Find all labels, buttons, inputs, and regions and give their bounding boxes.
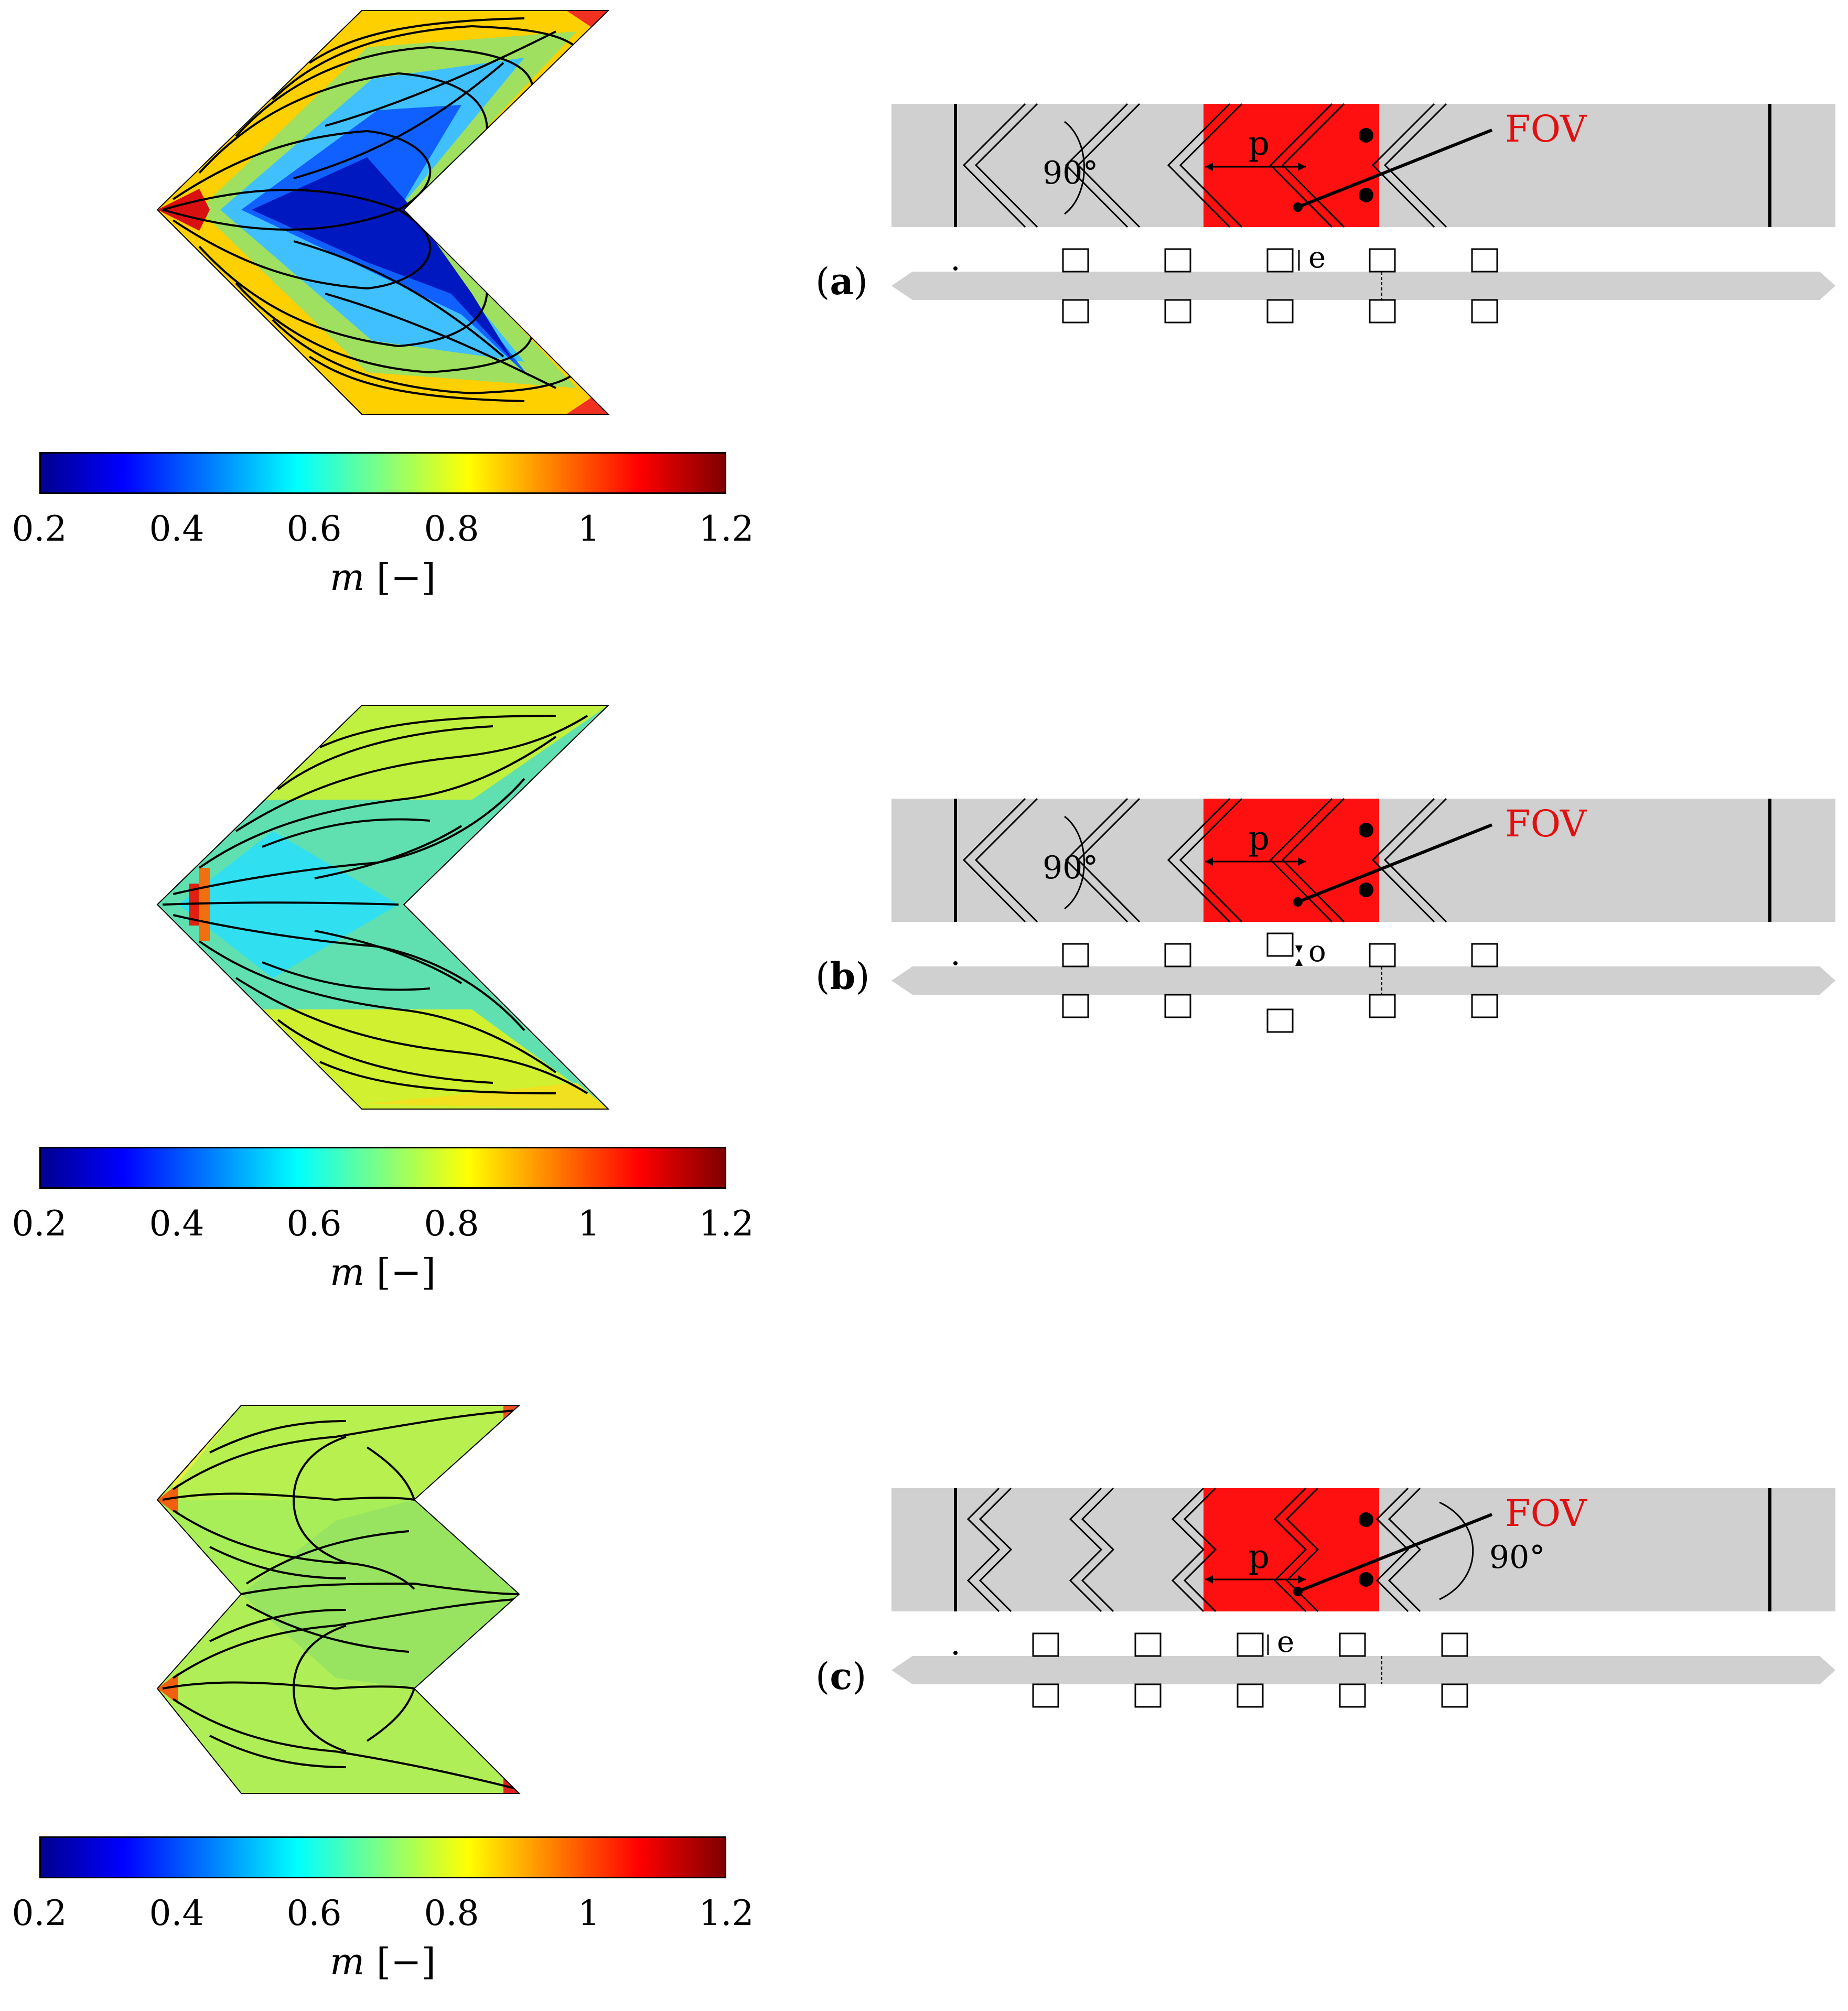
fov-region	[1204, 799, 1379, 922]
colorbar-tick: 0.8	[424, 1893, 479, 1933]
colorbar-tick: 0.8	[424, 509, 479, 549]
angle-label: 90°	[1043, 155, 1098, 191]
colorbar-tick: 0.4	[149, 1893, 205, 1933]
colorbar-unit: [−]	[376, 556, 436, 599]
panel-b: 0.2 0.4 0.6 0.8 1 1.2 m [−] (b) 90° p FO…	[0, 695, 1848, 1335]
colorbar-tick: 0.6	[286, 1203, 342, 1244]
pitch-label: p	[1248, 1537, 1270, 1576]
schematic-c: 90° p FOV e	[891, 1487, 1835, 1708]
colorbar-tick: 0.2	[12, 1893, 67, 1933]
colorbar-label: m [−]	[330, 556, 436, 599]
pitch-label: p	[1248, 124, 1270, 163]
colorbar-unit: [−]	[376, 1251, 436, 1294]
channel-side-view	[891, 966, 1835, 995]
gap-label: e	[1308, 241, 1326, 275]
fov-label: FOV	[1505, 802, 1587, 845]
channel-side-view	[891, 272, 1835, 300]
colorbar-tick: 1	[578, 1893, 600, 1933]
colorbar-variable: m	[330, 1251, 365, 1294]
colorbar-tick: 0.8	[424, 1203, 479, 1244]
contour-field-c	[156, 1405, 521, 1794]
panel-c: 0.2 0.4 0.6 0.8 1 1.2 m [−] (c) 90° p FO…	[0, 1384, 1848, 2011]
colorbar-tick: 1.2	[699, 1203, 754, 1244]
colorbar-variable: m	[330, 556, 365, 599]
colorbar-gradient	[39, 452, 726, 494]
colorbar-unit: [−]	[376, 1940, 436, 1983]
colorbar-tick: 0.4	[149, 509, 205, 549]
colorbar-tick: 1.2	[699, 509, 754, 549]
angle-label: 90°	[1489, 1539, 1545, 1576]
pitch-label: p	[1248, 819, 1270, 858]
colorbar-tick: 0.4	[149, 1203, 205, 1244]
panel-a: 0.2 0.4 0.6 0.8 1 1.2 m [−] (a) 90° p FO…	[0, 0, 1848, 640]
panel-label-c: (c)	[815, 1654, 867, 1698]
panel-label-b: (b)	[815, 954, 870, 998]
panel-label-a: (a)	[815, 260, 868, 303]
gap-label: e	[1277, 1625, 1294, 1659]
colorbar-tick: 0.2	[12, 1203, 67, 1244]
colorbar-label: m [−]	[330, 1251, 436, 1294]
fov-label: FOV	[1505, 1492, 1587, 1535]
angle-label: 90°	[1043, 849, 1098, 886]
channel-side-view	[891, 1656, 1835, 1684]
colorbar-tick: 0.6	[286, 509, 342, 549]
colorbar-variable: m	[330, 1940, 365, 1983]
contour-field-a	[156, 10, 610, 415]
fov-region	[1204, 104, 1379, 227]
colorbar-tick: 0.6	[286, 1893, 342, 1933]
colorbar-gradient	[39, 1836, 726, 1878]
fov-label: FOV	[1505, 107, 1587, 150]
colorbar-tick: 0.2	[12, 509, 67, 549]
colorbar-tick: 1.2	[699, 1893, 754, 1933]
schematic-a: 90° p FOV e	[891, 103, 1835, 324]
colorbar-gradient	[39, 1147, 726, 1189]
fov-region	[1204, 1488, 1379, 1611]
colorbar-tick: 1	[578, 509, 600, 549]
contour-field-b	[156, 705, 610, 1110]
colorbar-tick: 1	[578, 1203, 600, 1244]
gap-label: o	[1308, 934, 1326, 969]
colorbar-label: m [−]	[330, 1940, 436, 1983]
schematic-b: 90° p FOV o	[891, 798, 1835, 1033]
